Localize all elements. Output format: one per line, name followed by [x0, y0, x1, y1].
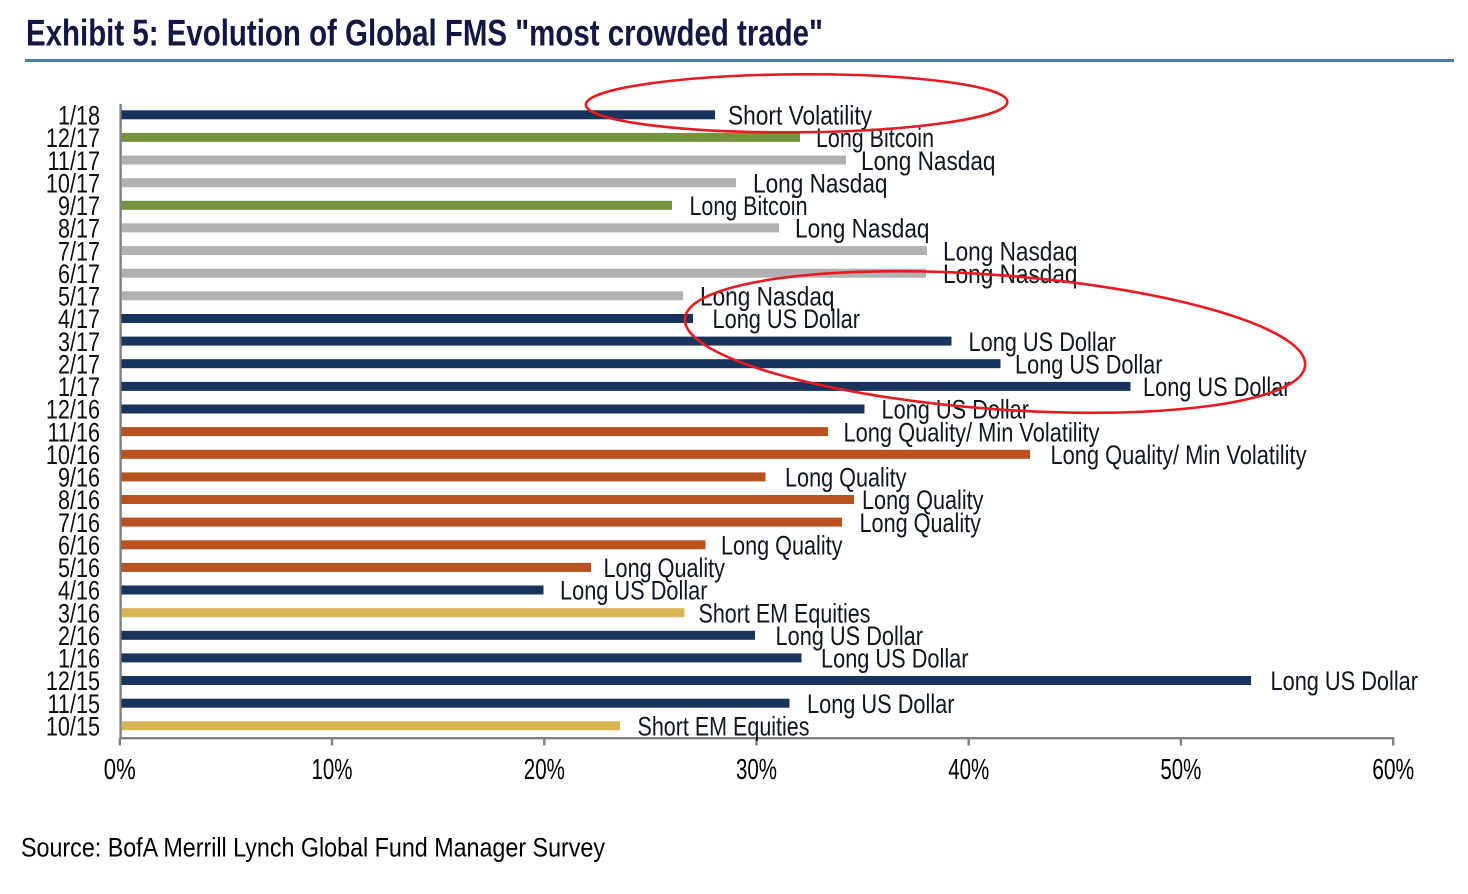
svg-text:6/16: 6/16	[58, 531, 100, 561]
svg-text:Long Quality/ Min Volatility: Long Quality/ Min Volatility	[844, 417, 1100, 447]
svg-text:10/17: 10/17	[46, 168, 100, 198]
svg-text:Long Quality: Long Quality	[721, 531, 843, 561]
svg-text:3/17: 3/17	[58, 327, 100, 357]
svg-text:50%: 50%	[1160, 754, 1201, 786]
svg-text:Long US Dollar: Long US Dollar	[807, 689, 955, 719]
svg-text:Long Quality: Long Quality	[860, 508, 982, 538]
svg-text:8/17: 8/17	[58, 214, 100, 244]
svg-text:10/16: 10/16	[46, 440, 100, 470]
svg-text:3/16: 3/16	[58, 598, 100, 628]
svg-text:20%: 20%	[524, 754, 565, 786]
svg-text:12/17: 12/17	[46, 123, 100, 153]
svg-text:Long US Dollar: Long US Dollar	[560, 576, 708, 606]
svg-text:2/17: 2/17	[58, 349, 100, 379]
svg-text:7/17: 7/17	[58, 236, 100, 266]
svg-text:11/15: 11/15	[48, 689, 101, 719]
svg-text:12/15: 12/15	[46, 666, 100, 696]
svg-text:Long Nasdaq: Long Nasdaq	[795, 214, 930, 244]
svg-text:40%: 40%	[948, 754, 989, 786]
svg-text:Long Nasdaq: Long Nasdaq	[753, 168, 888, 198]
svg-text:10/15: 10/15	[46, 712, 100, 742]
svg-text:Long Quality: Long Quality	[785, 463, 907, 493]
svg-text:Short Volatility: Short Volatility	[728, 101, 872, 131]
svg-text:Long US Dollar: Long US Dollar	[821, 644, 969, 674]
svg-text:Exhibit 5: Evolution of Global: Exhibit 5: Evolution of Global FMS "most…	[26, 13, 823, 54]
svg-text:30%: 30%	[736, 754, 777, 786]
svg-text:Long Quality: Long Quality	[604, 553, 726, 583]
svg-text:Long US Dollar: Long US Dollar	[1271, 666, 1419, 696]
svg-text:1/17: 1/17	[58, 372, 100, 402]
svg-text:8/16: 8/16	[58, 485, 100, 515]
svg-text:Short EM Equities: Short EM Equities	[699, 598, 871, 628]
svg-text:5/16: 5/16	[58, 553, 100, 583]
svg-text:Long Nasdaq: Long Nasdaq	[943, 236, 1078, 266]
svg-text:Long Bitcoin: Long Bitcoin	[690, 191, 808, 221]
svg-text:Long US Dollar: Long US Dollar	[776, 621, 924, 651]
svg-text:Long Bitcoin: Long Bitcoin	[816, 123, 934, 153]
svg-text:2/16: 2/16	[58, 621, 100, 651]
svg-text:Long Quality/ Min Volatility: Long Quality/ Min Volatility	[1051, 440, 1307, 470]
svg-text:11/17: 11/17	[48, 146, 101, 176]
svg-text:10%: 10%	[312, 754, 353, 786]
svg-text:Long US Dollar: Long US Dollar	[969, 327, 1117, 357]
svg-text:Long US Dollar: Long US Dollar	[713, 304, 861, 334]
svg-text:9/16: 9/16	[58, 463, 100, 493]
svg-text:1/18: 1/18	[58, 101, 100, 131]
svg-text:12/16: 12/16	[46, 395, 100, 425]
svg-text:4/16: 4/16	[58, 576, 100, 606]
svg-text:9/17: 9/17	[58, 191, 100, 221]
svg-text:Long US Dollar: Long US Dollar	[1143, 372, 1291, 402]
svg-text:60%: 60%	[1372, 754, 1414, 786]
svg-text:6/17: 6/17	[58, 259, 100, 289]
svg-text:Long Nasdaq: Long Nasdaq	[861, 146, 996, 176]
svg-text:1/16: 1/16	[58, 644, 100, 674]
svg-text:Long Nasdaq: Long Nasdaq	[700, 282, 835, 312]
svg-text:Long Quality: Long Quality	[862, 485, 984, 515]
svg-text:11/16: 11/16	[48, 417, 101, 447]
svg-text:0%: 0%	[104, 754, 136, 786]
svg-text:Long US Dollar: Long US Dollar	[1015, 349, 1163, 379]
svg-text:4/17: 4/17	[58, 304, 100, 334]
svg-text:7/16: 7/16	[58, 508, 100, 538]
svg-text:5/17: 5/17	[58, 282, 100, 312]
svg-text:Short EM Equities: Short EM Equities	[638, 712, 810, 742]
svg-text:Source: BofA Merrill Lynch Glo: Source: BofA Merrill Lynch Global Fund M…	[21, 833, 605, 863]
